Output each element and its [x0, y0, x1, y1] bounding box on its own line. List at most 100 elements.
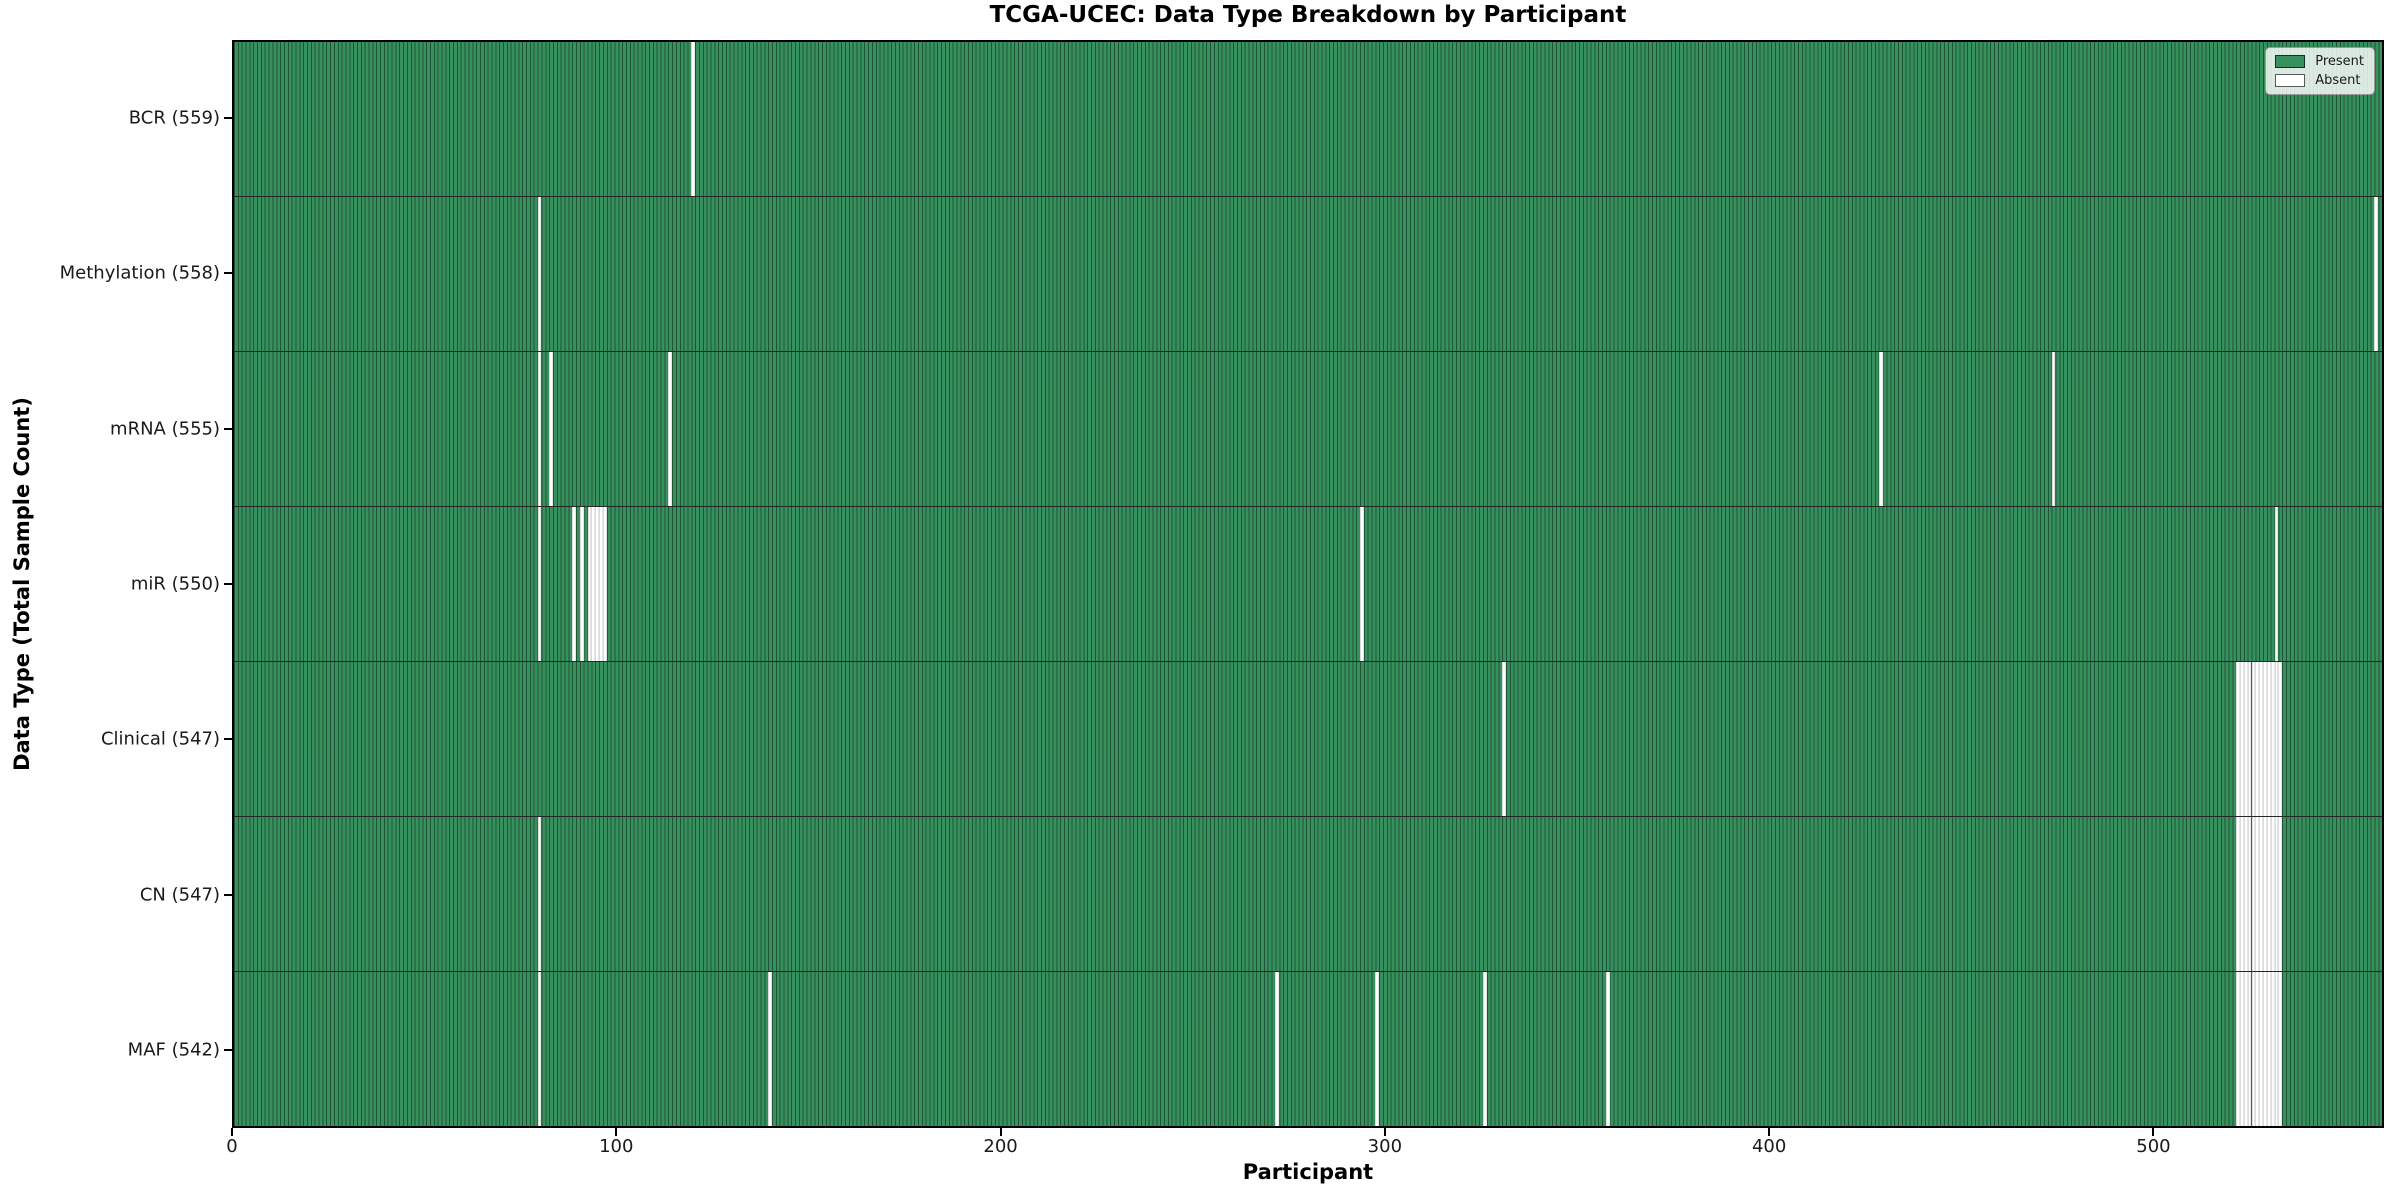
x-tick-label-100: 100 [599, 1136, 634, 1157]
absent-gap [2051, 352, 2056, 506]
x-tick-label-200: 200 [983, 1136, 1018, 1157]
row-track-CN [234, 816, 2382, 971]
absent-gap [2266, 817, 2271, 971]
absent-gap [2270, 662, 2275, 816]
absent-gap [2278, 972, 2283, 1126]
y-tick-mark [224, 893, 232, 896]
absent-gap [537, 972, 542, 1126]
row-track-MAF [234, 971, 2382, 1126]
x-tick-mark [1768, 1128, 1771, 1136]
y-tick-label-MAF: MAF (542) [127, 1039, 220, 1061]
absent-gap [587, 507, 592, 661]
absent-gap [599, 507, 603, 661]
absent-gap [2274, 817, 2279, 971]
legend-swatch-icon [2275, 74, 2306, 87]
legend: Present Absent [2265, 47, 2375, 95]
absent-gap [2263, 972, 2267, 1126]
absent-gap [2259, 662, 2263, 816]
absent-gap [1605, 972, 1610, 1126]
absent-gap [579, 507, 584, 661]
x-tick-mark [615, 1128, 618, 1136]
absent-gap [2278, 817, 2283, 971]
absent-gap [2239, 662, 2244, 816]
absent-gap [2274, 972, 2279, 1126]
absent-gap [2247, 817, 2252, 971]
absent-gap [2270, 972, 2275, 1126]
y-tick-mark [224, 583, 232, 585]
present-cells [234, 972, 2382, 1126]
rows-container [234, 42, 2382, 1126]
absent-gap [1502, 662, 1506, 816]
present-cells [234, 662, 2382, 816]
absent-gap [668, 352, 673, 506]
plot-area: Present Absent [232, 40, 2384, 1128]
absent-gap [2236, 817, 2240, 971]
row-track-Methylation [234, 196, 2382, 351]
absent-gap [591, 507, 596, 661]
x-tick-mark [2152, 1128, 2155, 1136]
x-tick-label-500: 500 [2136, 1136, 2171, 1157]
absent-gap [595, 507, 600, 661]
present-cells [234, 197, 2382, 351]
y-tick-label-mRNA: mRNA (555) [110, 418, 220, 440]
x-axis-label: Participant [1242, 1160, 1374, 1184]
absent-gap [549, 352, 553, 506]
legend-label: Absent [2315, 73, 2361, 88]
absent-gap [2266, 972, 2271, 1126]
legend-entry-present: Present [2275, 55, 2364, 68]
y-tick-label-CN: CN (547) [139, 884, 220, 906]
absent-gap [1878, 352, 1883, 506]
x-tick-label-0: 0 [226, 1136, 238, 1157]
present-cells [234, 352, 2382, 506]
y-tick-label-Methylation: Methylation (558) [59, 262, 220, 284]
x-tick-label-300: 300 [1367, 1136, 1403, 1157]
absent-gap [2259, 817, 2263, 971]
absent-gap [572, 507, 576, 661]
legend-swatch-icon [2275, 55, 2306, 68]
absent-gap [2274, 507, 2279, 661]
y-tick-label-Clinical: Clinical (547) [100, 728, 220, 750]
absent-gap [2236, 972, 2240, 1126]
legend-label: Present [2315, 54, 2364, 69]
row-track-miR [234, 506, 2382, 661]
absent-gap [2247, 972, 2252, 1126]
x-tick-label-400: 400 [1751, 1136, 1787, 1157]
row-track-BCR [234, 42, 2382, 196]
y-tick-mark [224, 427, 232, 430]
y-axis-label: Data Type (Total Sample Count) [10, 397, 34, 771]
absent-gap [2255, 972, 2260, 1126]
present-cells [234, 507, 2382, 661]
y-tick-label-miR: miR (550) [130, 573, 220, 595]
absent-gap [2266, 662, 2271, 816]
x-tick-mark [1383, 1128, 1386, 1136]
absent-gap [2247, 662, 2252, 816]
absent-gap [2251, 662, 2256, 816]
absent-gap [2243, 662, 2248, 816]
absent-gap [1482, 972, 1487, 1126]
absent-gap [1359, 507, 1364, 661]
absent-gap [2270, 817, 2275, 971]
y-tick-mark [224, 116, 232, 119]
absent-gap [2274, 662, 2279, 816]
absent-gap [1375, 972, 1380, 1126]
absent-gap [2259, 972, 2263, 1126]
x-tick-mark [999, 1128, 1002, 1136]
absent-gap [537, 197, 542, 351]
absent-gap [2278, 662, 2283, 816]
absent-gap [2251, 972, 2256, 1126]
absent-gap [2243, 817, 2248, 971]
present-cells [234, 42, 2382, 196]
absent-gap [2239, 972, 2244, 1126]
absent-gap [1275, 972, 1280, 1126]
absent-gap [2263, 817, 2267, 971]
present-cells [234, 817, 2382, 971]
y-tick-label-BCR: BCR (559) [128, 107, 220, 129]
row-track-Clinical [234, 661, 2382, 816]
absent-gap [2374, 197, 2379, 351]
absent-gap [537, 507, 542, 661]
x-tick-mark [231, 1128, 233, 1136]
absent-gap [2255, 817, 2260, 971]
absent-gap [2251, 817, 2256, 971]
absent-gap [2236, 662, 2240, 816]
